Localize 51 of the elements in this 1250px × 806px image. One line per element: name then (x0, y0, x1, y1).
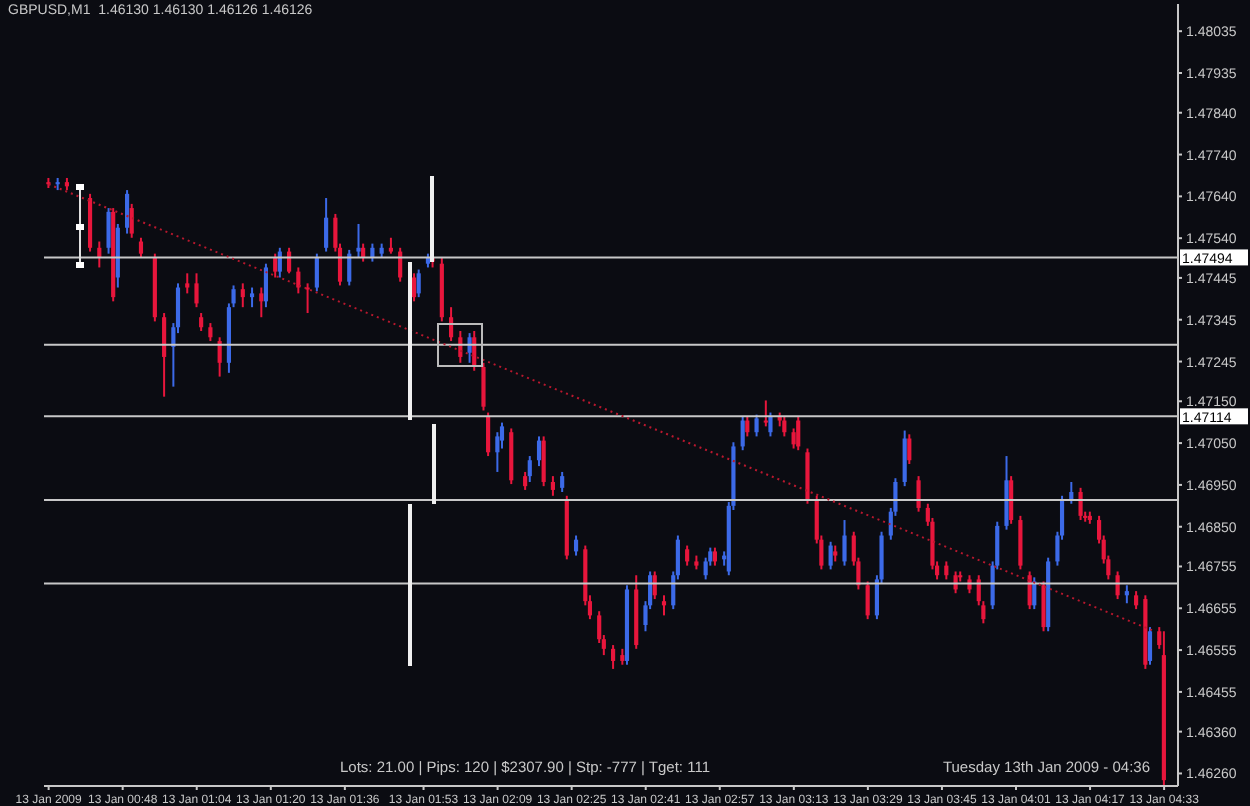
candlestick (536, 435, 542, 468)
candlestick (263, 262, 269, 309)
candlestick (125, 189, 130, 235)
candlestick (296, 266, 301, 295)
candlestick (1018, 514, 1023, 571)
candlestick (782, 415, 787, 438)
candlestick (106, 207, 111, 255)
candlestick (305, 282, 310, 315)
candlestick (828, 540, 833, 571)
candlestick (1009, 475, 1014, 525)
candlestick (240, 282, 245, 309)
candlestick (916, 475, 921, 513)
candlestick (550, 475, 555, 497)
candlestick (573, 534, 579, 557)
candlestick (1004, 455, 1009, 531)
candlestick (805, 447, 810, 505)
candlestick (703, 556, 708, 581)
candlestick (314, 252, 319, 293)
candlestick (324, 197, 329, 253)
candlestick (796, 415, 801, 452)
candlestick (661, 594, 667, 617)
candlestick (865, 580, 870, 621)
candlestick (768, 411, 773, 438)
candlestick (745, 415, 750, 438)
candlestick (527, 455, 532, 483)
candlestick (129, 202, 134, 239)
candlestick (1041, 580, 1046, 633)
candlestick (611, 644, 616, 670)
candlestick (560, 470, 565, 494)
candlestick (481, 361, 486, 412)
candlestick (842, 519, 847, 567)
candlestick (416, 268, 421, 299)
candlestick (138, 236, 144, 259)
candlestick (249, 286, 255, 309)
candlestick (1147, 626, 1153, 666)
candlestick (273, 252, 278, 279)
candlestick (1078, 486, 1083, 522)
candlestick (740, 415, 745, 452)
candlestick (902, 429, 907, 488)
candlestick (754, 413, 759, 438)
candlestick (486, 411, 491, 458)
candlestick (411, 272, 417, 303)
candlestick (495, 431, 500, 473)
candlestick (162, 312, 167, 398)
candlestick (907, 433, 912, 465)
candlestick (685, 544, 690, 567)
candlestick (194, 272, 199, 309)
candlestick (185, 272, 190, 295)
candlestick (259, 286, 264, 319)
candlestick (356, 222, 361, 259)
candlestick (541, 435, 546, 488)
